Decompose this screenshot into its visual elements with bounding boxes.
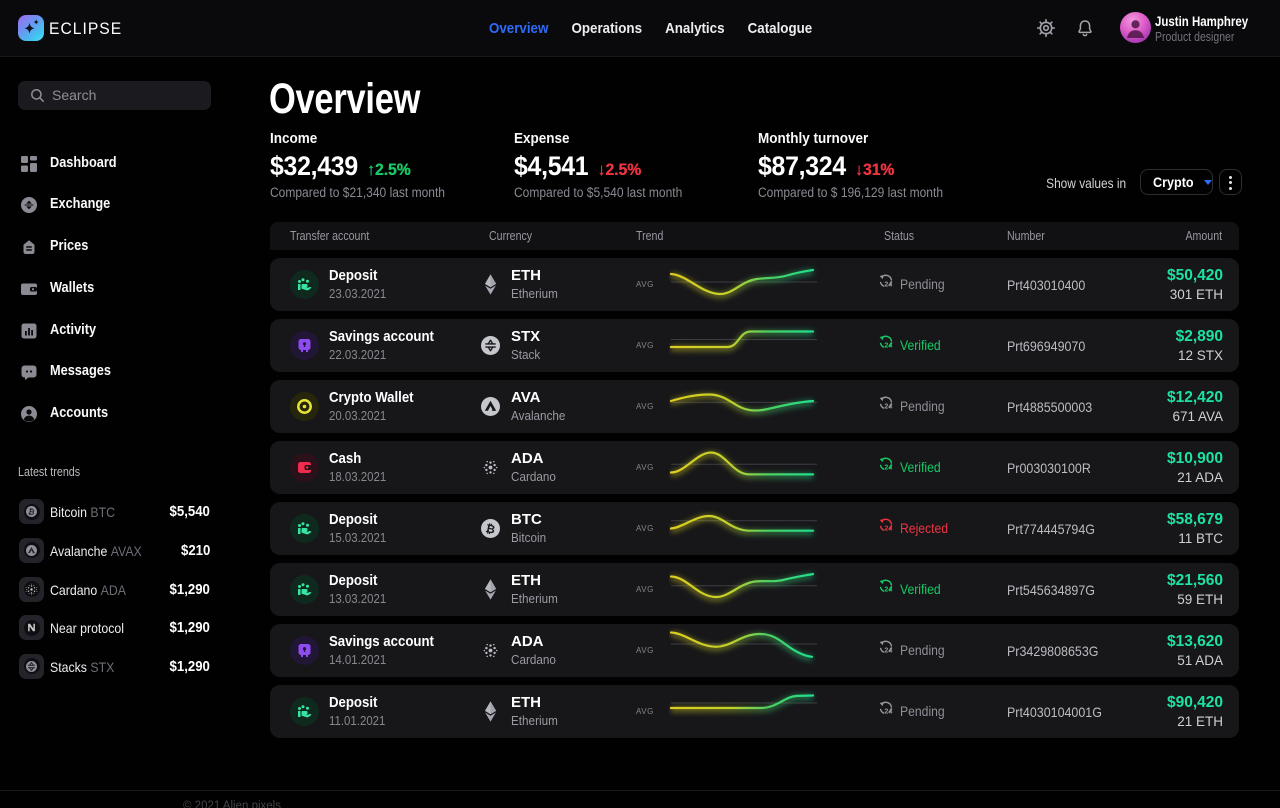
svg-text:24: 24 [884, 342, 892, 349]
svg-text:₿: ₿ [484, 523, 496, 537]
svg-text:₿: ₿ [27, 507, 36, 517]
svg-text:24: 24 [884, 525, 892, 532]
svg-text:24: 24 [884, 708, 892, 715]
svg-text:24: 24 [884, 281, 892, 288]
svg-text:24: 24 [884, 586, 892, 593]
svg-text:24: 24 [884, 464, 892, 471]
svg-text:24: 24 [884, 403, 892, 410]
svg-text:24: 24 [884, 647, 892, 654]
